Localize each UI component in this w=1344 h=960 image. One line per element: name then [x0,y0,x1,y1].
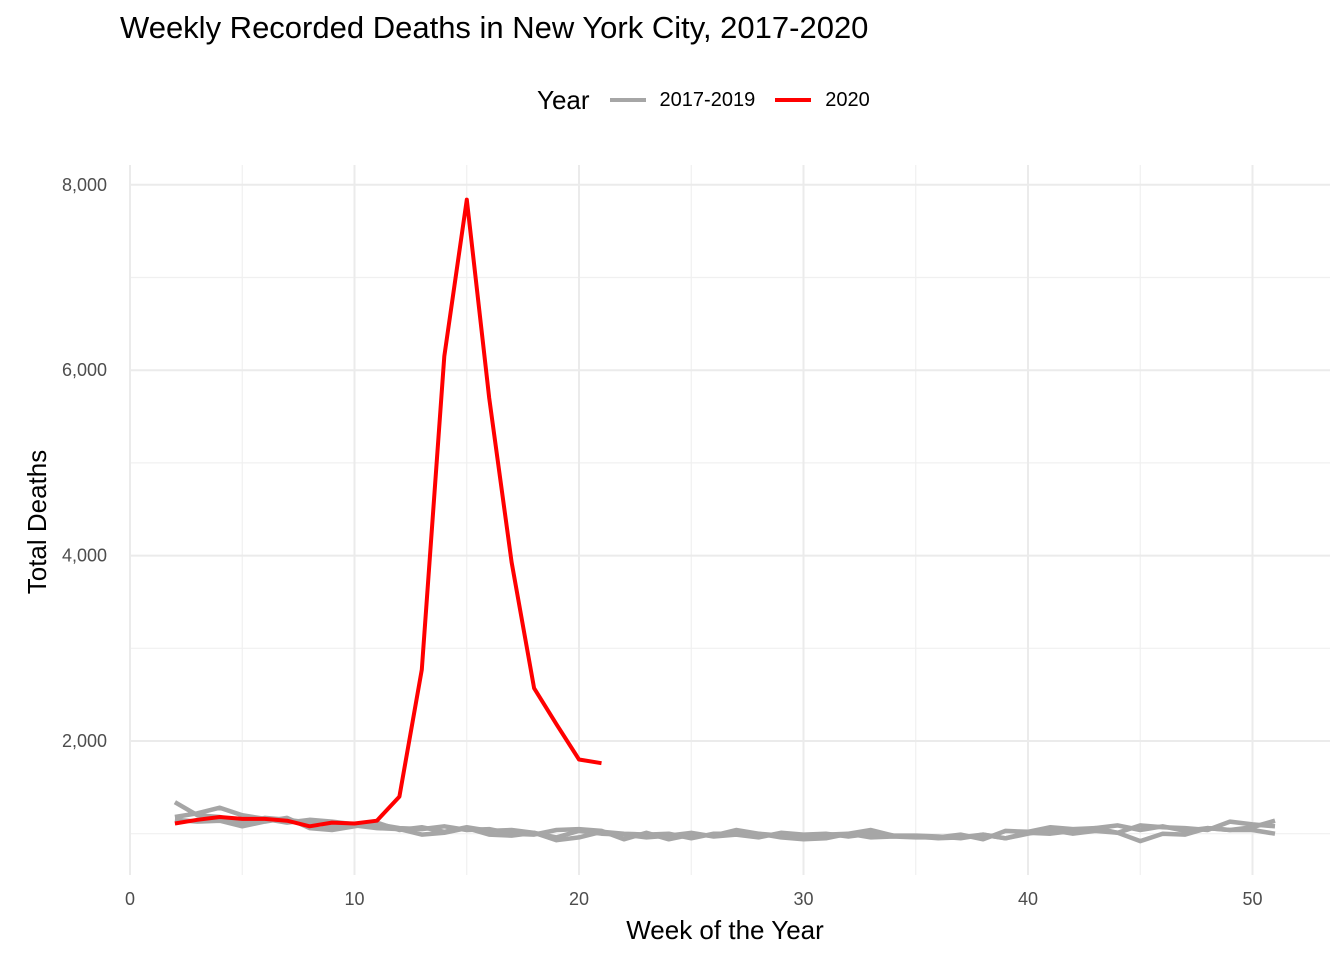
legend-key-2017-2019 [609,98,646,102]
chart-title: Weekly Recorded Deaths in New York City,… [120,10,869,45]
tick-labels: 0 10 20 30 40 50 2,000 4,000 6,000 8,000 [62,175,1263,909]
major-gridlines [129,165,1330,875]
legend-label-2020: 2020 [825,88,870,111]
x-tick-label: 20 [569,889,589,909]
x-tick-label: 30 [793,889,813,909]
series-line-2017-2019-2 [174,815,1276,844]
legend: Year 2017-2019 2020 [537,84,890,116]
y-tick-label: 4,000 [62,546,107,566]
x-axis-title: Week of the Year [626,915,824,945]
legend-item-2020: 2020 [775,89,870,112]
series-line-2020 [174,197,602,829]
legend-key-2020 [775,98,812,102]
minor-gridlines [130,165,1330,875]
series-layer [173,197,1276,844]
legend-item-2017-2019: 2017-2019 [609,88,756,112]
y-tick-label: 8,000 [62,175,107,195]
legend-title: Year [537,84,590,115]
x-tick-label: 0 [125,889,135,909]
y-axis-title: Total Deaths [22,450,52,595]
y-tick-label: 2,000 [62,731,107,751]
x-tick-label: 50 [1242,889,1262,909]
y-tick-label: 6,000 [62,360,107,380]
x-tick-label: 40 [1018,889,1038,909]
x-tick-label: 10 [344,889,364,909]
legend-label-2017-2019: 2017-2019 [659,88,756,111]
